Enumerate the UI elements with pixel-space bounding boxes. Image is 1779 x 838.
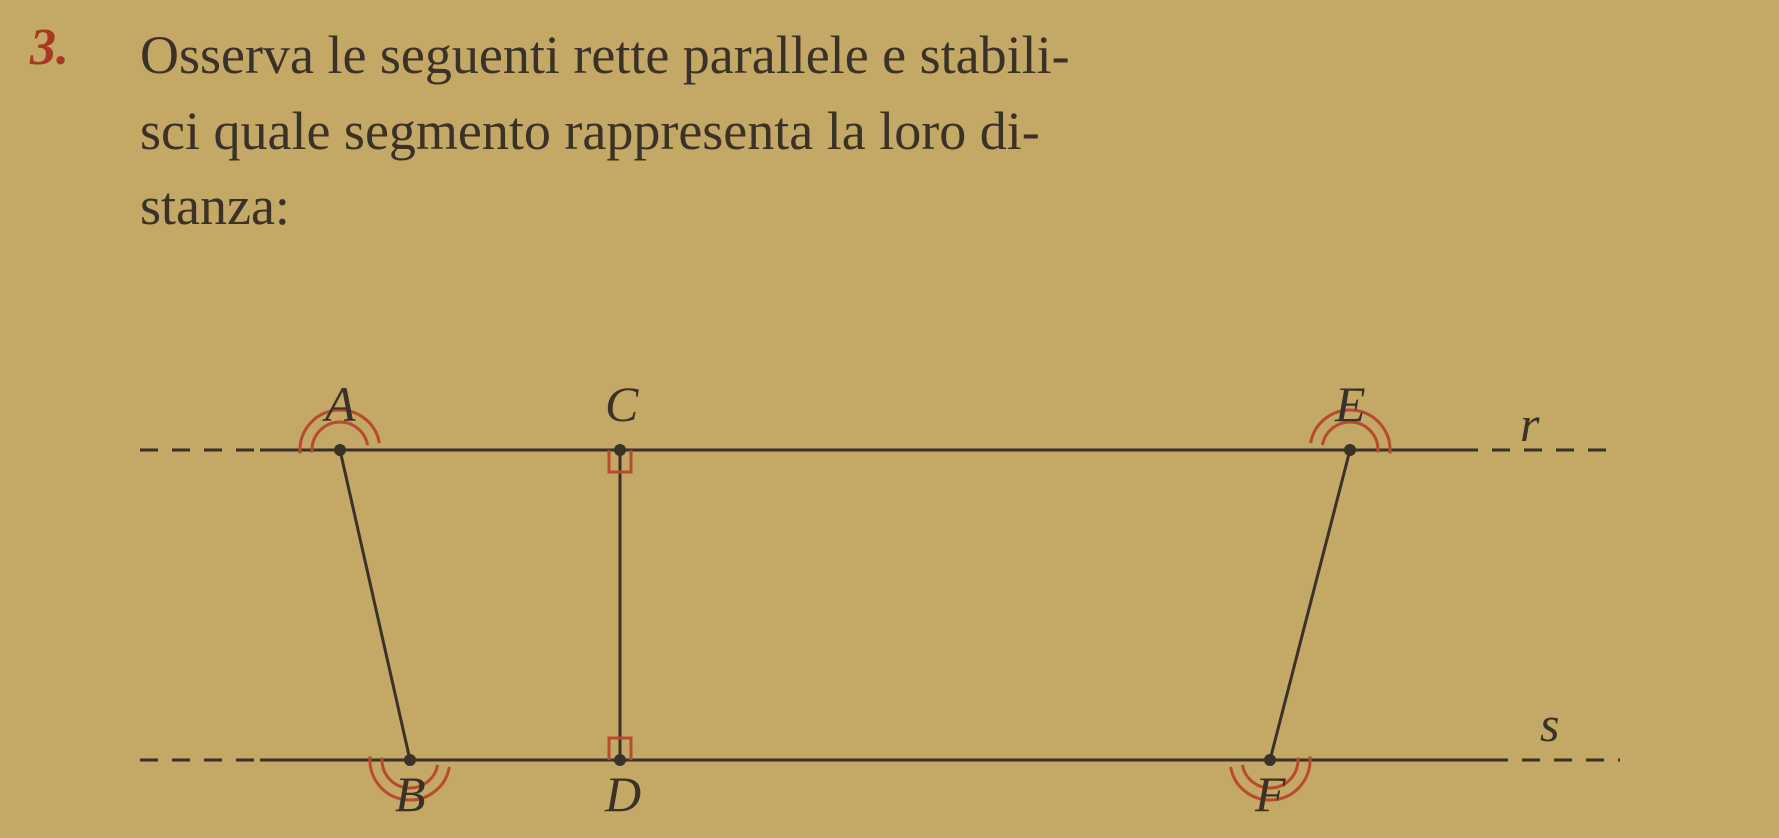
point-label-E: E [1335,375,1366,433]
point-label-F: F [1255,765,1286,823]
point-label-D: D [605,765,641,823]
question-text-line: stanza: [140,169,1760,245]
question-text-line: sci quale segmento rappresenta la loro d… [140,94,1760,170]
line-label-s: s [1540,695,1559,753]
question-text: Osserva le seguenti rette parallele e st… [140,18,1760,245]
line-label-r: r [1520,395,1539,453]
diagram-svg [140,380,1660,820]
point-label-B: B [395,765,426,823]
geometry-diagram: ABCDEFrs [140,380,1660,820]
question-text-line: Osserva le seguenti rette parallele e st… [140,18,1760,94]
point-label-C: C [605,375,638,433]
question-number: 3. [30,18,69,77]
point-label-A: A [325,375,356,433]
